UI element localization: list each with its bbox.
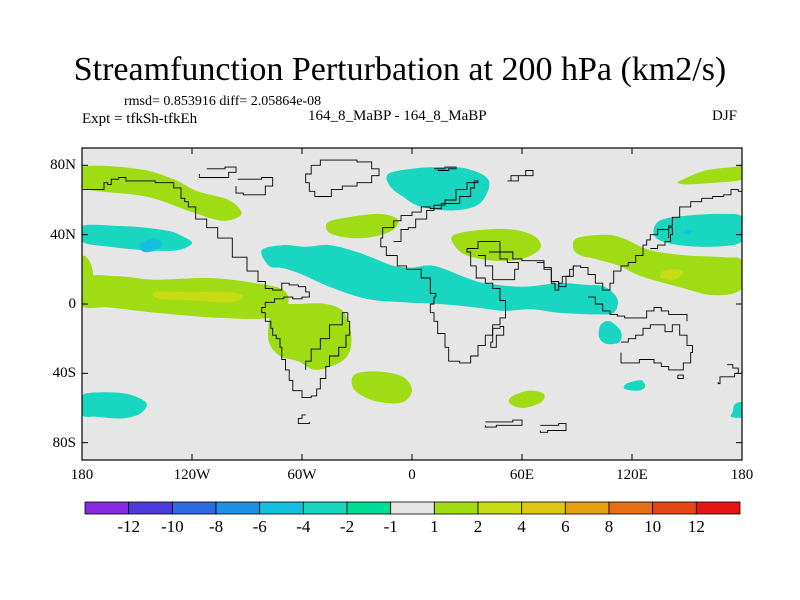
colorbar-label: -6 — [252, 517, 267, 536]
colorbar-swatch — [346, 501, 392, 515]
colorbar-swatch — [390, 501, 435, 515]
colorbar-label: 6 — [561, 517, 570, 536]
y-tick-label: 80N — [50, 157, 76, 174]
field-south-indian-positive — [508, 390, 545, 408]
field-north-pacific-east-negative — [82, 224, 193, 251]
colorbar-swatch — [433, 501, 479, 515]
colorbar-swatch — [259, 501, 304, 515]
coast-south-east-asia-islands — [588, 296, 688, 322]
colorbar-swatch — [171, 501, 217, 515]
colorbar-swatch — [84, 501, 130, 515]
chart-title: Streamfunction Perturbation at 200 hPa (… — [73, 51, 727, 88]
field-tropical-pacific-positive-core — [152, 291, 244, 303]
coast-tasmania — [677, 374, 684, 379]
colorbar — [84, 501, 741, 515]
axis-ticks — [81, 148, 743, 460]
x-tick-label: 180 — [730, 467, 754, 483]
y-tick-label: 40S — [52, 365, 76, 382]
coast-arctic-islands-2 — [235, 177, 274, 196]
colorbar-label: 2 — [473, 517, 483, 536]
colorbar-swatch — [521, 501, 566, 515]
experiment-label: Expt = tfkSh-tfkEh — [82, 111, 198, 127]
field-south-atlantic-positive — [351, 371, 413, 404]
coast-antarctica-patch-2 — [484, 419, 523, 428]
coast-antarctica-patch-3 — [539, 423, 567, 433]
field-indian-ocean-negative — [598, 320, 622, 345]
coast-madagascar — [490, 326, 505, 348]
season-label: DJF — [712, 108, 738, 124]
colorbar-swatch — [128, 501, 173, 515]
field-arctic-east-positive — [677, 166, 742, 185]
colorbar-label: 12 — [687, 517, 705, 536]
field-south-ocean-negative-2 — [730, 402, 742, 418]
x-tick-label: 60W — [287, 467, 317, 483]
field-north-pacific-negative-core — [138, 238, 163, 253]
field-atlantic-africa-asia-negative — [261, 244, 618, 315]
field-south-pacific-negative — [82, 392, 147, 419]
coast-europe-africa-coast — [380, 180, 506, 364]
colorbar-swatch — [608, 501, 654, 515]
x-tick-label: 120E — [616, 467, 648, 483]
coast-asia-coast — [467, 189, 742, 291]
field-north-pacific-east-negative-band — [653, 213, 742, 247]
x-tick-label: 60E — [509, 467, 535, 483]
coast-australia — [620, 324, 693, 371]
colorbar-label: -2 — [339, 517, 355, 536]
colorbar-swatch — [477, 501, 523, 515]
x-tick-label: 180 — [70, 467, 94, 483]
field-east-asia-positive-core — [660, 269, 684, 281]
case-names: 164_8_MaBP - 164_8_MaBP — [308, 108, 487, 124]
field-north-pacific-negative-dot — [683, 229, 693, 235]
coast-south-america-east-coast — [305, 312, 348, 370]
coast-north-america-coast — [82, 177, 351, 399]
coast-novaya-zemlya — [507, 170, 534, 182]
colorbar-swatch — [652, 501, 697, 515]
colorbar-swatch — [302, 501, 348, 515]
y-tick-label: 0 — [68, 296, 77, 312]
field-south-america-positive — [267, 303, 352, 370]
field-siberia-negative — [386, 167, 490, 211]
field-layer — [82, 165, 742, 419]
colorbar-label: -8 — [208, 517, 224, 536]
coastline-layer — [82, 159, 742, 433]
field-north-pacific-west-positive — [82, 165, 242, 221]
coast-greenland — [305, 159, 380, 197]
colorbar-label: -4 — [296, 517, 311, 536]
colorbar-label: -1 — [383, 517, 398, 536]
rmsd-stats: rmsd= 0.853916 diff= 2.05864e-08 — [124, 94, 322, 109]
colorbar-label: 10 — [644, 517, 662, 536]
field-west-asia-positive — [451, 228, 542, 261]
coast-arctic-islands-1 — [198, 166, 237, 178]
coast-new-zealand — [717, 364, 739, 385]
x-tick-label: 0 — [408, 467, 416, 483]
x-tick-label: 120W — [173, 467, 211, 483]
y-tick-label: 80S — [52, 434, 76, 451]
colorbar-label: -12 — [117, 517, 140, 536]
coast-svalbard — [434, 166, 457, 171]
coast-arabia — [478, 251, 519, 281]
colorbar-swatch — [564, 501, 610, 515]
y-tick-label: 40N — [50, 226, 76, 243]
colorbar-label: 1 — [430, 517, 439, 536]
colorbar-swatch — [695, 501, 741, 515]
coast-antarctica-patch-1 — [297, 414, 310, 425]
field-south-ocean-negative-1 — [623, 380, 645, 391]
colorbar-label: -10 — [160, 517, 184, 536]
colorbar-swatch — [215, 501, 261, 515]
colorbar-label: 4 — [517, 517, 526, 536]
field-east-asia-positive — [572, 234, 742, 296]
coast-india — [536, 261, 577, 291]
colorbar-label: 8 — [604, 517, 614, 536]
coast-japan — [650, 227, 673, 249]
field-north-atlantic-positive — [325, 213, 399, 239]
